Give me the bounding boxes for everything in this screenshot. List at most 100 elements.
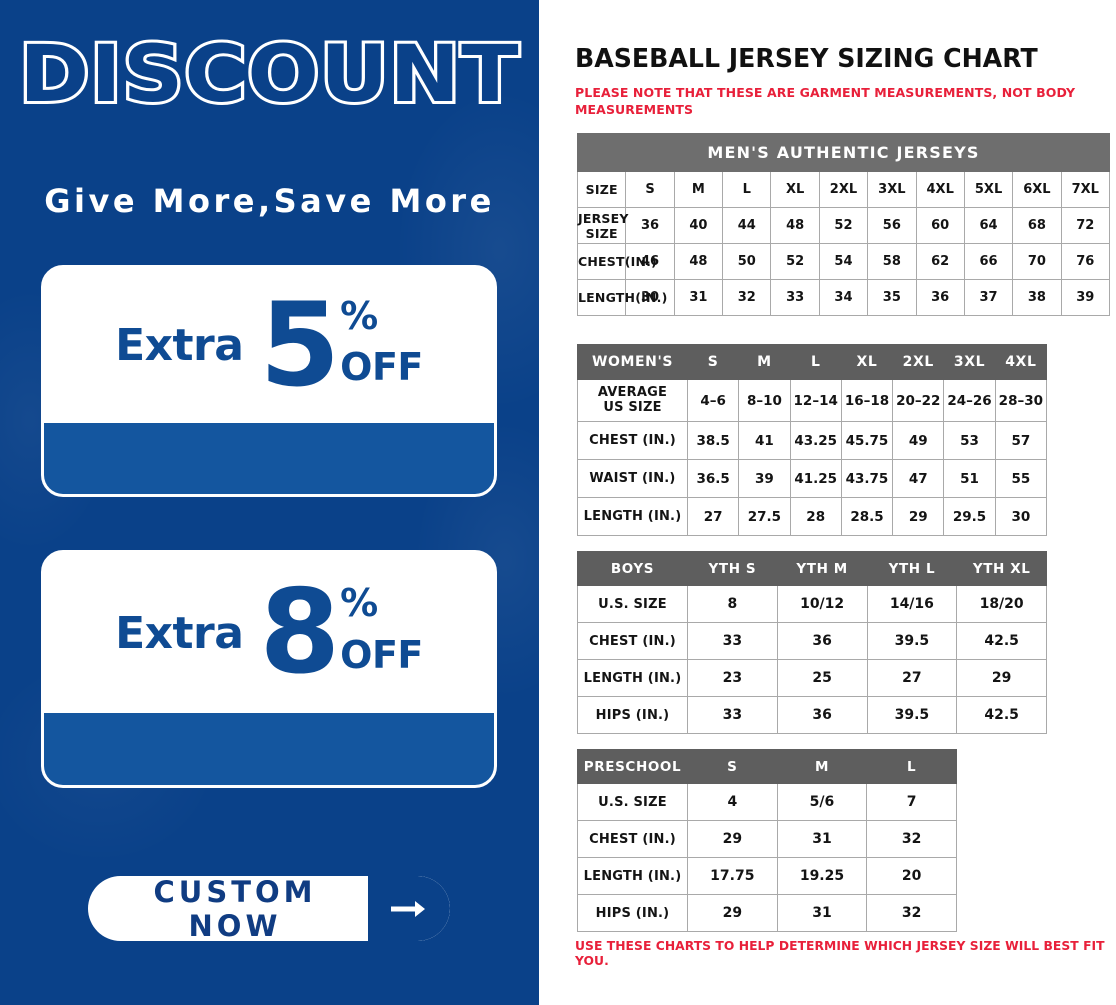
table-row-label: WAIST (IN.) [577,459,688,498]
table-cell: 43.25 [789,421,842,460]
table-cell: 27 [866,659,958,697]
table-column-header: S [625,171,675,208]
table-cell: 31 [776,894,868,932]
table-row: CHEST (IN.) 33 36 39.5 42.5 [577,622,1047,660]
table-column-header: 3XL [867,171,917,208]
table-cell: 29 [892,497,945,536]
table-column-header: YTH L [866,551,958,586]
table-cell: 28–30 [994,379,1048,422]
chart-footer-note: USE THESE CHARTS TO HELP DETERMINE WHICH… [575,938,1105,968]
table-cell: 52 [770,243,820,280]
table-cell: 50 [722,243,772,280]
table-header-row: BOYS YTH S YTH M YTH L YTH XL [577,551,1047,586]
table-column-header: L [866,749,957,784]
table-cell: 44 [722,207,772,244]
table-cell: 36.5 [686,459,740,498]
percent-sign: % [340,581,379,626]
discount-card-8-percent[interactable]: Extra 8 % OFF ON 3+ PCS [41,550,497,788]
table-column-header: 4XL [994,344,1048,380]
discount-card-5-percent[interactable]: Extra 5 % OFF ON 2+ PCS [41,265,497,497]
table-cell: 41 [738,421,791,460]
table-cell: 45.75 [840,421,894,460]
table-column-header: 2XL [892,344,945,380]
custom-now-label: CUSTOM NOW [153,876,317,941]
table-column-header: YTH M [776,551,868,586]
table-row-label: CHEST(IN.) [576,243,657,280]
table-cell: 58 [867,243,917,280]
table-row-label: U.S. SIZE [577,783,688,821]
table-row: CHEST(IN.) 46 48 50 52 54 58 62 66 70 76 [576,243,1111,280]
table-cell: 8 [687,585,778,623]
table-cell: 29.5 [943,497,996,536]
table-row-label: HIPS (IN.) [577,696,688,734]
table-banner-row: MEN'S AUTHENTIC JERSEYS [577,133,1110,172]
table-cell: 17.75 [687,857,778,895]
table-cell: 27 [686,497,740,536]
table-row: U.S. SIZE 8 10/12 14/16 18/20 [577,585,1047,623]
table-cell: 53 [943,421,996,460]
table-row-label: LENGTH(IN.) [576,279,667,316]
table-cell: 28.5 [840,497,894,536]
table-row: LENGTH (IN.) 27 27.5 28 28.5 29 29.5 30 [577,497,1048,536]
table-cell: 33 [687,622,778,660]
table-row: LENGTH (IN.) 17.75 19.25 20 [577,857,957,895]
table-row-label: CHEST (IN.) [577,820,688,858]
table-cell: 36 [776,696,868,734]
table-cell: 40 [673,207,724,244]
page-title: DISCOUNT [16,30,522,120]
table-column-header: 2XL [818,171,869,208]
custom-now-button[interactable]: CUSTOM NOW [88,876,450,941]
table-cell: 48 [673,243,724,280]
table-cell: 70 [1012,243,1062,280]
table-cell: 14/16 [866,585,958,623]
percent-sign: % [340,293,379,338]
table-column-header: L [722,171,772,208]
table-cell: 39.5 [866,696,958,734]
table-row: LENGTH(IN.) 30 31 32 33 34 35 36 37 38 39 [576,279,1111,316]
table-cell: 25 [776,659,868,697]
table-row-label: CHEST (IN.) [577,421,688,460]
table-cell: 60 [915,207,965,244]
table-column-header: XL [840,344,894,380]
table-header-row: WOMEN'S S M L XL 2XL 3XL 4XL [577,344,1048,380]
table-cell: 38.5 [686,421,740,460]
table-cell: 24–26 [943,379,996,422]
table-column-header: S [687,749,778,784]
promo-subtitle: Give More,Save More [44,182,495,220]
table-cell: 34 [818,279,869,316]
arrow-right-icon [368,876,450,941]
table-cell: 30 [994,497,1048,536]
table-corner-header: BOYS [577,551,688,586]
boys-sizing-table: BOYS YTH S YTH M YTH L YTH XL U.S. SIZE 8 10/12… [577,551,1047,734]
table-row: HIPS (IN.) 33 36 39.5 42.5 [577,696,1047,734]
table-cell: 32 [722,279,772,316]
table-cell: 47 [892,459,945,498]
table-cell: 31 [673,279,724,316]
table-cell: 43.75 [840,459,894,498]
table-corner-header: PRESCHOOL [577,749,688,784]
table-cell: 57 [994,421,1048,460]
preschool-sizing-table: PRESCHOOL S M L U.S. SIZE 4 5/6 7 CHEST (IN.) 29 3… [577,749,957,932]
table-row: CHEST (IN.) 38.5 41 43.25 45.75 49 53 57 [577,421,1048,460]
off-label: OFF [340,345,423,390]
table-cell: 68 [1012,207,1062,244]
table-row-label: JERSEY SIZE [576,207,628,244]
table-column-header: 4XL [915,171,965,208]
sizing-chart-panel: BASEBALL JERSEY SIZING CHART PLEASE NOTE… [539,0,1116,1005]
table-cell: 28 [789,497,842,536]
table-header-row: PRESCHOOL S M L [577,749,957,784]
table-cell: 72 [1060,207,1111,244]
discount-card-condition: ON 2+ PCS [44,423,494,494]
table-cell: 20–22 [892,379,945,422]
table-cell: 41.25 [789,459,842,498]
table-column-header: YTH XL [956,551,1047,586]
table-cell: 4 [687,783,778,821]
table-cell: 31 [776,820,868,858]
table-row-label: LENGTH (IN.) [577,497,688,536]
table-column-header: YTH S [687,551,778,586]
table-cell: 39 [1060,279,1111,316]
table-row: HIPS (IN.) 29 31 32 [577,894,957,932]
table-row-label: LENGTH (IN.) [577,857,688,895]
table-cell: 52 [818,207,869,244]
